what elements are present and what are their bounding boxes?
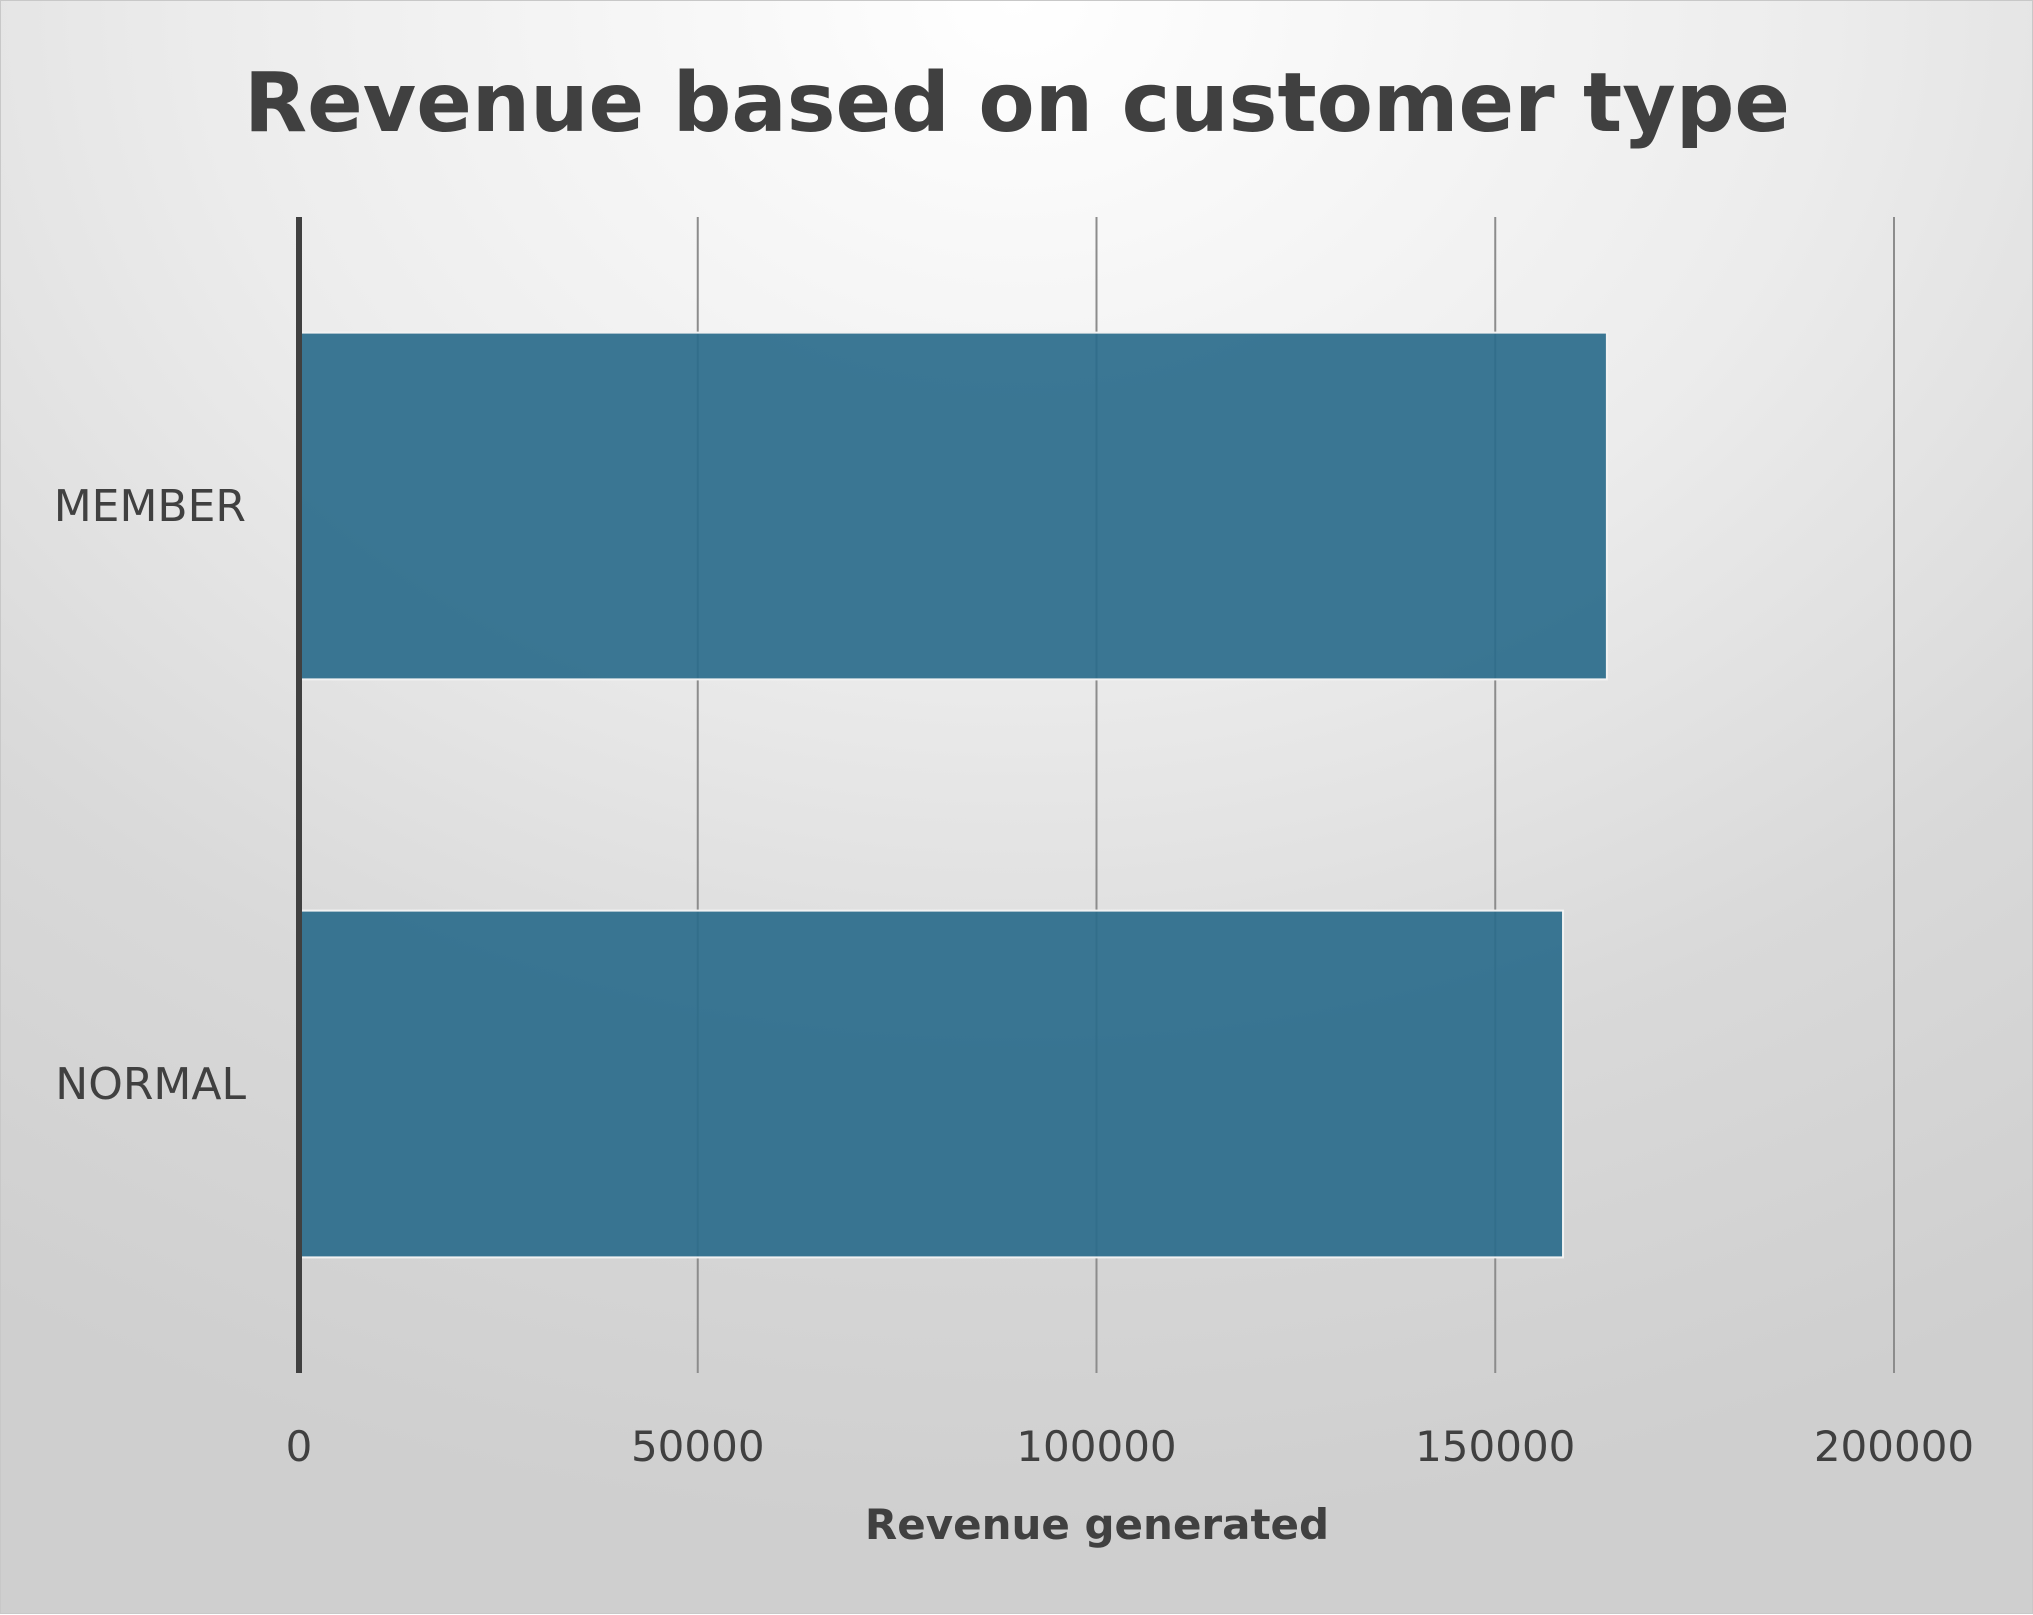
category-label-member: MEMBER	[54, 481, 246, 532]
x-tick-label: 150000	[1415, 1422, 1575, 1471]
x-tick-label: 200000	[1814, 1422, 1974, 1471]
bar-member	[298, 331, 1608, 681]
category-labels: MEMBER NORMAL	[54, 481, 247, 1110]
bar-normal	[298, 909, 1565, 1259]
category-label-normal: NORMAL	[55, 1059, 246, 1110]
x-axis-title: Revenue generated	[865, 1500, 1329, 1549]
chart-title: Revenue based on customer type	[244, 56, 1790, 151]
bars	[298, 331, 1608, 1259]
x-tick-label: 0	[286, 1422, 313, 1471]
x-tick-label: 100000	[1016, 1422, 1176, 1471]
x-tick-labels: 0 50000 100000 150000 200000	[286, 1422, 1975, 1471]
x-tick-label: 50000	[631, 1422, 765, 1471]
